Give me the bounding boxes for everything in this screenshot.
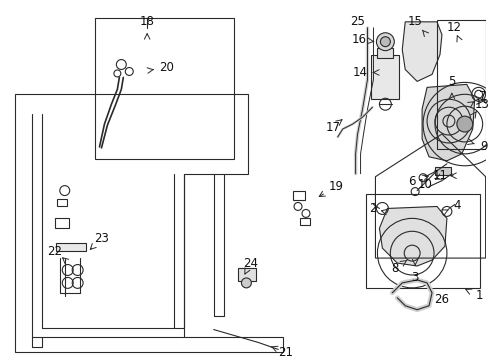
- Bar: [57, 198, 66, 207]
- Text: 18: 18: [140, 15, 154, 28]
- Text: 9: 9: [479, 140, 487, 153]
- Text: 2: 2: [368, 202, 375, 215]
- Text: 8: 8: [391, 261, 398, 275]
- Bar: [56, 243, 85, 251]
- Bar: [55, 219, 69, 228]
- Circle shape: [380, 37, 389, 47]
- Text: 21: 21: [278, 346, 293, 359]
- Circle shape: [376, 33, 393, 51]
- Text: 22: 22: [47, 245, 62, 258]
- Bar: [436, 20, 485, 149]
- Text: 1: 1: [475, 289, 483, 302]
- Text: 7: 7: [478, 90, 486, 103]
- Bar: [434, 167, 450, 175]
- Text: 26: 26: [433, 293, 448, 306]
- Bar: [377, 48, 392, 58]
- Text: 13: 13: [473, 98, 488, 111]
- Text: 25: 25: [349, 15, 364, 28]
- Text: 23: 23: [94, 232, 109, 245]
- Text: 6: 6: [407, 175, 415, 188]
- Polygon shape: [379, 207, 446, 266]
- Polygon shape: [421, 84, 474, 161]
- Circle shape: [456, 116, 472, 132]
- Text: 12: 12: [446, 21, 460, 34]
- Text: 20: 20: [159, 61, 174, 74]
- Text: 4: 4: [452, 199, 460, 212]
- Bar: [365, 194, 479, 288]
- Text: 15: 15: [407, 15, 422, 28]
- Text: 16: 16: [351, 33, 366, 46]
- Text: 19: 19: [327, 180, 343, 193]
- Text: 17: 17: [325, 121, 340, 134]
- Bar: [238, 268, 256, 281]
- Text: 24: 24: [243, 257, 257, 270]
- Bar: [371, 55, 399, 99]
- Bar: [292, 190, 305, 199]
- Text: 11: 11: [431, 169, 447, 182]
- Bar: [300, 219, 309, 225]
- Polygon shape: [402, 22, 441, 81]
- Text: 10: 10: [417, 178, 431, 191]
- Bar: [94, 18, 233, 159]
- Text: 14: 14: [352, 66, 367, 79]
- Circle shape: [241, 278, 251, 288]
- Text: 3: 3: [410, 271, 418, 284]
- Text: 5: 5: [447, 75, 455, 88]
